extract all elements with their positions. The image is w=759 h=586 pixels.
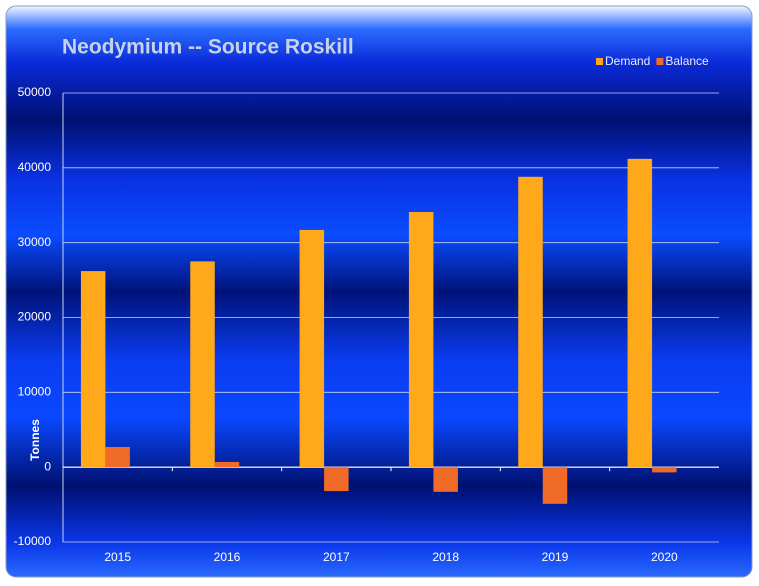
bar xyxy=(299,229,325,468)
y-tick-label: 40000 xyxy=(18,160,52,174)
bar xyxy=(408,211,434,468)
bar xyxy=(652,467,677,473)
legend-label: Balance xyxy=(665,54,709,68)
y-tick-label: 10000 xyxy=(18,385,52,399)
x-tick-label: 2016 xyxy=(214,550,241,564)
x-tick-label: 2017 xyxy=(323,550,350,564)
bar xyxy=(433,467,458,492)
y-axis-label: Tonnes xyxy=(28,419,42,461)
y-tick-label: 30000 xyxy=(18,235,52,249)
y-tick-label: 50000 xyxy=(18,85,52,99)
x-tick-label: 2019 xyxy=(542,550,569,564)
x-tick-label: 2020 xyxy=(651,550,678,564)
chart-title: Neodymium -- Source Roskill xyxy=(62,36,354,59)
legend-swatch xyxy=(656,58,664,65)
bar xyxy=(105,446,130,468)
bar xyxy=(214,461,240,468)
y-tick-label: 0 xyxy=(44,459,51,473)
x-tick-label: 2015 xyxy=(104,550,131,564)
legend-swatch xyxy=(596,58,603,65)
y-tick-label: -10000 xyxy=(14,534,52,548)
bar xyxy=(627,158,653,468)
bar xyxy=(80,271,106,468)
bar xyxy=(542,467,568,504)
y-tick-label: 20000 xyxy=(18,310,52,324)
legend-label: Demand xyxy=(605,54,650,68)
x-tick-label: 2018 xyxy=(432,550,459,564)
bar xyxy=(324,467,349,492)
bar xyxy=(190,261,215,468)
bar xyxy=(518,176,543,468)
